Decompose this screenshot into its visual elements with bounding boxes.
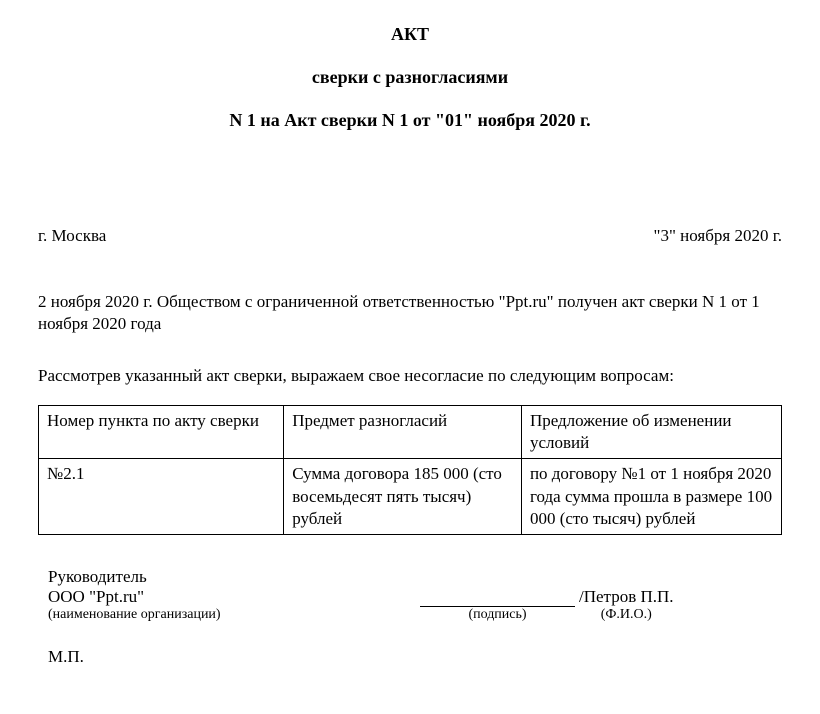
document-date: "3" ноября 2020 г. [654, 226, 783, 246]
title-line-2: сверки с разногласиями [38, 67, 782, 88]
table-cell: по договору №1 от 1 ноября 2020 года сум… [521, 459, 781, 534]
signature-line-wrap: (подпись) [420, 587, 575, 623]
stamp-placeholder: М.П. [48, 647, 782, 667]
fio-caption: (Ф.И.О.) [579, 607, 674, 623]
table-cell: №2.1 [39, 459, 284, 534]
signatory-role: Руководитель [48, 567, 300, 587]
signatory-org-caption: (наименование организации) [48, 607, 300, 623]
fio-wrap: Петров П.П. (Ф.И.О.) [579, 587, 674, 623]
title-line-1: АКТ [38, 24, 782, 45]
signatory-block: Руководитель ООО "Ppt.ru" (наименование … [48, 567, 782, 623]
title-line-3: N 1 на Акт сверки N 1 от "01" ноября 202… [38, 110, 782, 131]
table-header-cell: Предложение об изменении условий [521, 406, 781, 459]
signature-caption: (подпись) [420, 607, 575, 623]
table-row: №2.1 Сумма договора 185 000 (сто восемьд… [39, 459, 782, 534]
signature-line [420, 587, 575, 607]
disagreements-table: Номер пункта по акту сверки Предмет разн… [38, 405, 782, 534]
review-paragraph: Рассмотрев указанный акт сверки, выражае… [38, 365, 782, 387]
intro-paragraph: 2 ноября 2020 г. Обществом с ограниченно… [38, 291, 782, 335]
signatory-org: ООО "Ppt.ru" [48, 587, 300, 607]
table-header-cell: Номер пункта по акту сверки [39, 406, 284, 459]
table-header-cell: Предмет разногласий [284, 406, 522, 459]
signatory-fio: Петров П.П. [579, 587, 674, 607]
place-date-row: г. Москва "3" ноября 2020 г. [38, 226, 782, 246]
table-header-row: Номер пункта по акту сверки Предмет разн… [39, 406, 782, 459]
document-title-block: АКТ сверки с разногласиями N 1 на Акт св… [38, 24, 782, 131]
signatory-left: Руководитель ООО "Ppt.ru" (наименование … [48, 567, 300, 623]
document-place: г. Москва [38, 226, 106, 246]
table-cell: Сумма договора 185 000 (сто восемьдесят … [284, 459, 522, 534]
